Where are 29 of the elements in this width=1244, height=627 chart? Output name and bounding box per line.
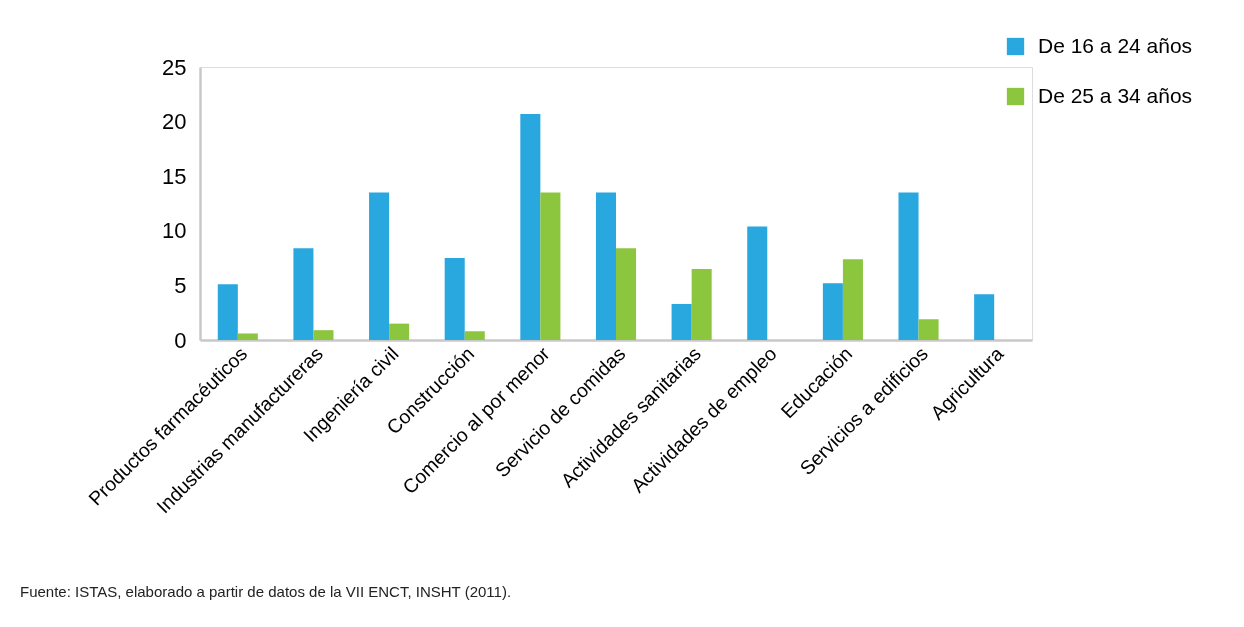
bar bbox=[237, 333, 258, 340]
bar bbox=[217, 284, 238, 340]
y-tick-label: 0 bbox=[174, 327, 187, 353]
bar bbox=[918, 319, 939, 340]
bar bbox=[616, 248, 637, 340]
y-tick-label: 5 bbox=[174, 272, 187, 298]
y-tick-label: 15 bbox=[162, 163, 187, 189]
bar bbox=[822, 283, 843, 340]
y-tick-label: 25 bbox=[162, 54, 187, 80]
bar bbox=[898, 192, 919, 340]
bar bbox=[691, 269, 712, 340]
bar bbox=[464, 331, 485, 340]
bar bbox=[540, 192, 561, 340]
legend-label: De 25 a 34 años bbox=[1038, 83, 1193, 107]
bar bbox=[313, 330, 334, 340]
bar bbox=[520, 113, 541, 340]
bar bbox=[747, 226, 768, 340]
bar bbox=[293, 248, 314, 340]
bar bbox=[389, 323, 410, 340]
y-tick-label: 20 bbox=[162, 109, 187, 135]
bar bbox=[595, 192, 616, 340]
bar bbox=[974, 294, 995, 340]
bar bbox=[444, 258, 465, 340]
legend-label: De 16 a 24 años bbox=[1038, 33, 1193, 57]
y-tick-label: 10 bbox=[162, 218, 187, 244]
bar bbox=[369, 192, 390, 340]
bar bbox=[842, 259, 863, 340]
source-note: Fuente: ISTAS, elaborado a partir de datos de la VII ENCT, INSHT (2011). bbox=[20, 583, 512, 600]
bar bbox=[671, 303, 692, 340]
